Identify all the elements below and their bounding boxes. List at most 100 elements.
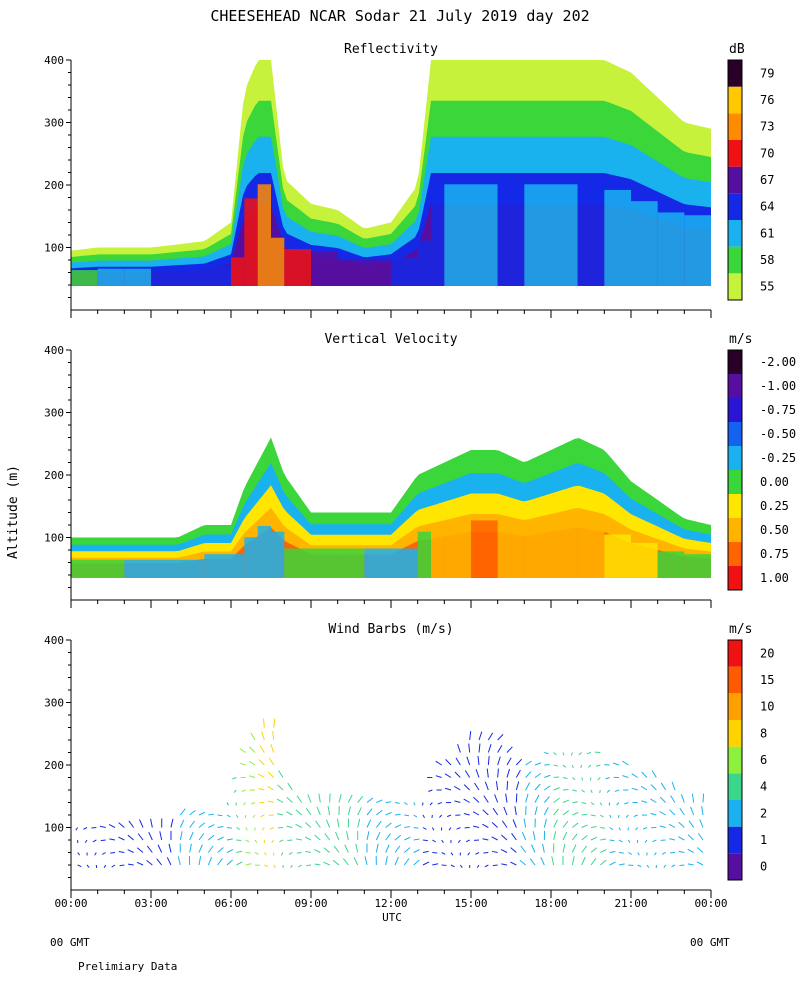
colorbar-swatch — [728, 113, 742, 140]
wind-barb — [445, 759, 452, 766]
wind-barb — [347, 806, 351, 816]
wind-barb — [678, 836, 685, 841]
field-cell — [444, 526, 471, 578]
wind-barb — [697, 832, 704, 841]
wind-barb — [170, 818, 174, 828]
wind-barb — [487, 732, 494, 741]
wind-barb — [333, 845, 340, 853]
wind-barb — [286, 811, 293, 816]
wind-barb — [472, 811, 480, 816]
colorbar-swatch — [728, 826, 742, 854]
wind-barb — [553, 787, 560, 791]
wind-barb — [385, 801, 392, 803]
colorbar-swatch — [728, 853, 742, 880]
wind-barb — [226, 859, 233, 866]
wind-barb — [118, 836, 125, 841]
wind-barb — [366, 819, 372, 828]
wind-barb — [605, 777, 610, 780]
wind-barb — [236, 850, 243, 853]
wind-barb — [478, 731, 483, 741]
wind-barb — [139, 819, 144, 828]
wind-barb — [562, 820, 569, 828]
field-cell — [631, 542, 658, 578]
colorbar-label: -1.00 — [760, 379, 796, 393]
wind-barb — [590, 836, 598, 841]
wind-barb — [437, 802, 442, 805]
colorbar-label: 73 — [760, 120, 774, 134]
x-tick-label: 18:00 — [534, 897, 567, 910]
wind-barb — [609, 839, 615, 842]
wind-barb — [353, 857, 359, 866]
wind-barb — [587, 764, 592, 768]
field-cell — [417, 240, 431, 286]
wind-barb — [590, 789, 593, 794]
wind-barb — [103, 864, 107, 869]
wind-barb — [644, 839, 648, 843]
wind-barb — [544, 785, 551, 791]
wind-barb — [492, 864, 498, 867]
wind-barb — [465, 839, 470, 843]
wind-barb — [651, 770, 657, 778]
wind-barb — [277, 784, 284, 791]
wind-barb — [318, 793, 321, 803]
colorbar-swatch — [728, 566, 742, 590]
wind-barb — [551, 856, 555, 866]
field-cell — [231, 257, 245, 286]
reflectivity-panel: Reflectivity 100 200 300 400 dB 55 58 61 64 67 70 73… — [44, 42, 774, 318]
wind-barb — [497, 756, 501, 766]
wind-barb — [404, 826, 411, 828]
x-axis-label: UTC — [382, 911, 402, 924]
wind-barb — [590, 802, 595, 806]
wind-barb — [404, 836, 411, 841]
wind-barb — [110, 852, 116, 854]
field-cell — [391, 548, 418, 578]
field-cell — [431, 528, 445, 578]
wind-barb — [646, 864, 650, 868]
wind-barb — [435, 760, 442, 766]
wind-barb — [394, 813, 401, 816]
wind-barb — [248, 775, 256, 778]
wind-barb — [652, 839, 657, 843]
data-field — [71, 437, 711, 578]
colorbar-swatch — [728, 518, 742, 542]
wind-barb — [99, 825, 106, 828]
colorbar-label: 8 — [760, 726, 767, 740]
wind-barb — [534, 772, 542, 778]
field-cell — [257, 184, 271, 286]
wind-barb — [239, 762, 246, 766]
wind-barb — [315, 820, 321, 828]
colorbar-swatch — [728, 246, 742, 274]
wind-barb — [179, 831, 183, 841]
colorbar-label: 0 — [760, 860, 767, 874]
wind-barb — [578, 752, 582, 756]
wind-barb — [77, 852, 81, 856]
field-cell — [497, 526, 525, 578]
wind-barb — [511, 833, 517, 841]
wind-barb — [239, 748, 246, 753]
wind-barb — [612, 762, 620, 766]
y-tick-label: 300 — [44, 697, 64, 710]
wind-barb — [542, 843, 545, 853]
wind-barb — [506, 768, 511, 778]
wind-barb — [609, 861, 616, 866]
colorbar-unit: m/s — [729, 622, 752, 637]
colorbar-swatch — [728, 800, 742, 827]
wind-barb — [261, 731, 265, 741]
wind-barb — [198, 833, 205, 841]
wind-barb — [252, 814, 256, 818]
field-cell — [631, 201, 658, 286]
y-tick-label: 100 — [44, 242, 64, 255]
wind-barb — [272, 731, 275, 741]
wind-barb — [83, 827, 88, 830]
wind-barb — [307, 794, 312, 803]
wind-barb — [233, 789, 237, 793]
wind-barb — [298, 864, 302, 868]
wind-barb — [441, 839, 444, 844]
wind-barb — [232, 777, 237, 780]
wind-barb — [599, 802, 603, 806]
footer-gmt-right: 00 GMT — [690, 936, 730, 949]
wind-barb — [128, 820, 135, 828]
field-cell — [311, 251, 338, 286]
wind-barb — [207, 845, 214, 853]
